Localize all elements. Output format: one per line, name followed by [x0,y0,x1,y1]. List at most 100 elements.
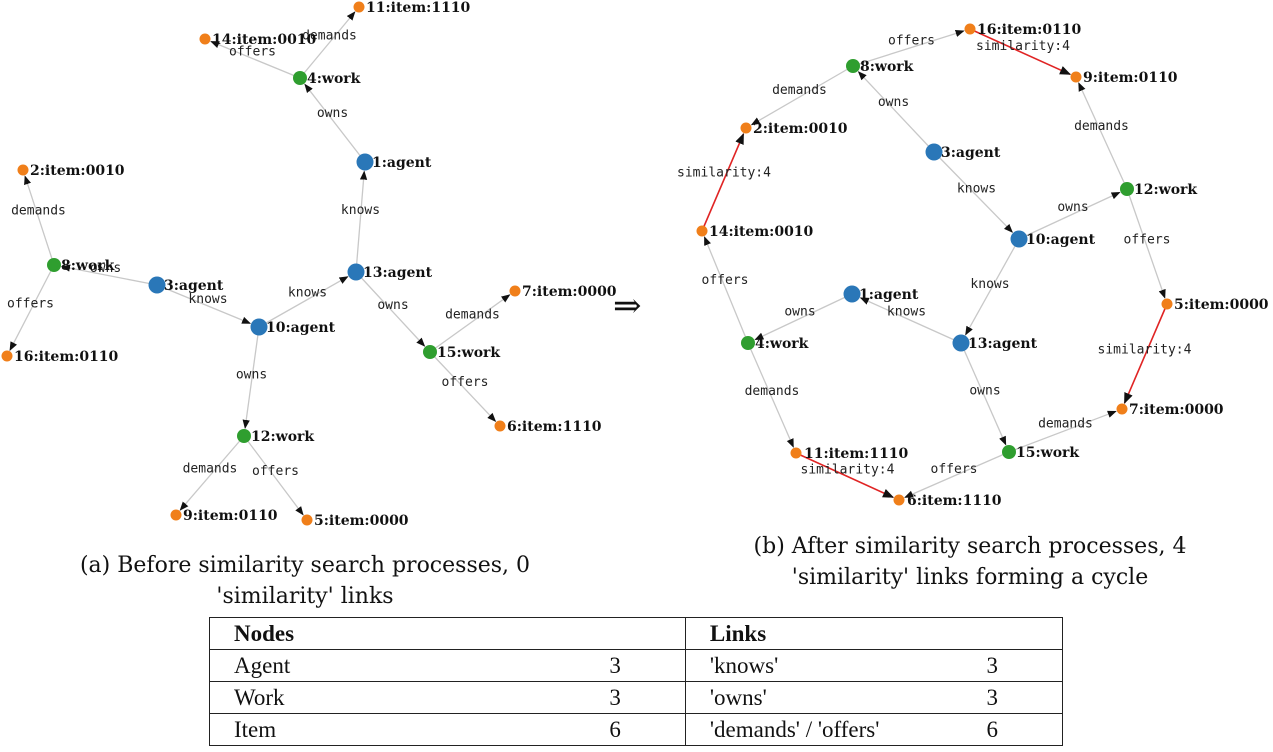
node-label: 8:work [860,59,914,75]
link-15-7 [429,294,511,353]
link-1-4 [754,293,853,341]
work-node-12 [1120,182,1134,196]
node-label: 9:item:0110 [183,508,278,524]
caption-b: (b) After similarity search processes, 4… [690,531,1250,593]
node-label: 6:item:1110 [507,419,602,435]
link-4-14 [703,236,749,344]
node-label: 14:item:0010 [212,32,317,48]
node-label: 12:work [251,429,314,445]
node-label: 2:item:0010 [30,163,125,179]
link-15-6 [904,451,1010,498]
node-count-cell: 3 [422,681,686,714]
link-label: similarity:4 [976,39,1070,54]
similarity-link-16-9 [969,28,1072,76]
node-label: 10:agent [1026,232,1096,248]
item-node-16 [1,350,13,362]
work-node-15 [1002,445,1016,459]
node-count-cell: 6 [422,713,686,746]
agent-node-3 [148,276,166,294]
node-type-cell: Agent [209,649,423,682]
node-label: 7:item:0000 [522,284,617,300]
link-label: owns [236,368,267,383]
link-15-6 [429,351,497,422]
item-node-14 [696,225,708,237]
link-label: demands [772,83,827,98]
node-label: 6:item:1110 [907,493,1002,509]
item-node-14 [199,33,211,45]
link-label: knows [341,203,380,218]
link-type-cell: 'owns' [684,681,935,714]
link-label: demands [302,29,357,44]
link-10-12 [1018,191,1121,240]
node-label: 11:item:1110 [366,0,471,16]
link-3-8 [857,71,935,153]
graph-a-before: demands offers owns knows demands offers owns k… [1,0,617,529]
link-label: owns [1057,200,1088,215]
link-label: demands [11,204,66,219]
node-label: 12:work [1134,182,1197,198]
link-label: knows [970,277,1009,292]
node-label: 5:item:0000 [1174,297,1269,313]
link-label: owns [90,261,121,276]
link-label: knows [887,305,926,320]
link-label: offers [7,297,54,312]
node-label: 7:item:0000 [1129,402,1224,418]
node-label: 13:agent [363,265,433,281]
link-label: offers [702,273,749,288]
link-count-cell: 3 [934,681,1064,714]
link-count-cell: 6 [934,713,1064,746]
link-3-8 [60,264,158,286]
similarity-link-11-6 [795,452,895,499]
work-node-15 [423,345,437,359]
graph-canvas: demands offers owns knows demands offers owns k… [1,0,1269,529]
link-12-9 [1078,82,1128,190]
item-node-2 [740,122,752,134]
node-label: 3:agent [164,278,224,294]
work-node-8 [846,59,860,73]
table-row: Item 6 'demands' / 'offers' 6 [209,713,1064,746]
link-label: owns [317,106,348,121]
node-label: 13:agent [968,336,1038,352]
agent-node-13 [347,263,365,281]
header-nodes: Nodes [209,617,686,650]
link-13-1 [355,170,368,273]
link-8-2 [750,65,854,126]
caption-a: (a) Before similarity search processes, … [20,550,590,612]
node-count-cell: 3 [422,649,686,682]
node-label: 8:work [61,258,115,274]
link-label: owns [377,298,408,313]
caption-b-line-2: 'similarity' links forming a cycle [791,565,1149,590]
item-node-7 [509,285,521,297]
node-label: 16:item:0110 [977,22,1082,38]
transition-arrow: ⇒ [613,286,642,326]
node-label: 15:work [437,345,500,361]
link-8-16 [9,264,55,352]
link-13-15 [355,271,426,347]
link-label: demands [445,308,500,323]
agent-node-10 [250,318,268,336]
link-label: demands [1038,417,1093,432]
node-label: 1:agent [859,287,919,303]
node-label: 4:work [755,336,809,352]
link-3-10 [933,151,1013,233]
work-node-4 [293,71,307,85]
link-12-5 [243,435,304,516]
table-header-row: Nodes Links [209,617,1064,650]
item-node-7 [1116,403,1128,415]
link-label: offers [252,464,299,479]
link-label: offers [888,34,935,49]
link-4-14 [210,40,301,79]
link-label: owns [969,384,1000,399]
link-label: offers [1124,233,1171,248]
agent-node-3 [925,143,943,161]
link-10-12 [242,326,260,429]
node-label: 10:agent [266,320,336,336]
link-label: demands [1074,119,1129,134]
link-label: knows [957,182,996,197]
link-8-2 [24,175,55,266]
link-count-cell: 3 [934,649,1064,682]
link-type-cell: 'knows' [684,649,935,682]
work-node-8 [47,258,61,272]
work-node-4 [741,336,755,350]
node-label: 4:work [307,71,361,87]
